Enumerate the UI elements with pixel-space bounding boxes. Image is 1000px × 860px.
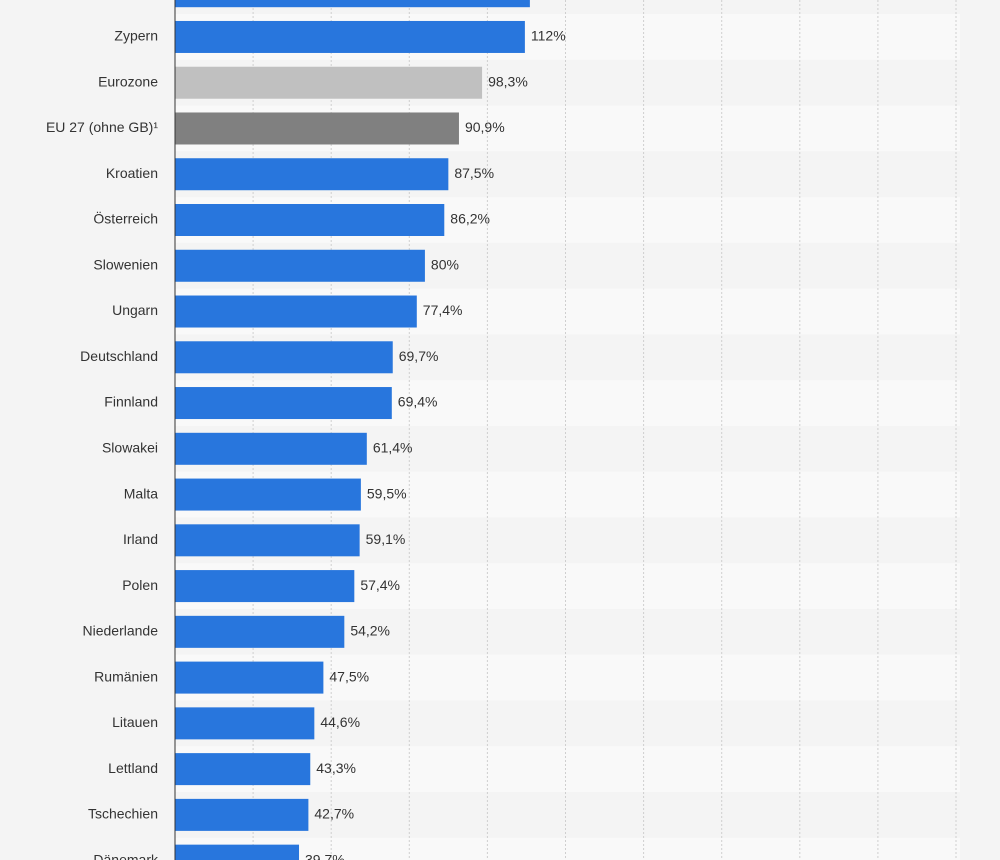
value-label: 69,4% [398, 394, 438, 410]
bar [175, 158, 449, 191]
bar [175, 524, 360, 557]
value-label: 61,4% [373, 440, 413, 456]
value-label: 69,7% [399, 348, 439, 364]
category-label: Malta [124, 485, 158, 501]
value-label: 86,2% [450, 211, 490, 227]
bar [175, 204, 445, 236]
value-label: 80% [431, 256, 459, 272]
category-label: Irland [123, 531, 158, 547]
category-label: Rumänien [94, 668, 158, 684]
value-label: 39,7% [305, 851, 345, 860]
value-label: 112% [531, 28, 566, 44]
value-label: 54,2% [350, 623, 390, 639]
bar [175, 112, 459, 145]
category-label: Slowakei [102, 440, 158, 456]
bar [175, 387, 392, 420]
bar [175, 615, 345, 648]
value-label: 47,5% [329, 668, 369, 684]
category-label: Deutschland [80, 348, 158, 364]
category-label: Polen [122, 577, 158, 593]
category-label: Ungarn [112, 302, 158, 318]
bar [175, 295, 417, 328]
value-label: 90,9% [465, 119, 505, 135]
value-label: 42,7% [314, 806, 354, 822]
category-label: Eurozone [98, 73, 158, 89]
category-label: Österreich [93, 210, 158, 227]
category-label: Slowenien [93, 256, 158, 272]
category-label: Litauen [112, 714, 158, 730]
category-label: Dänemark [93, 851, 159, 860]
bar [175, 478, 361, 511]
bar [175, 844, 300, 860]
row-band [175, 837, 960, 860]
value-label: 98,3% [488, 73, 528, 89]
bar [175, 753, 311, 786]
bar [175, 341, 393, 374]
value-label: 87,5% [454, 165, 494, 181]
category-label: Zypern [114, 28, 158, 44]
bar [175, 570, 355, 603]
bar [175, 707, 315, 740]
value-label: 43,3% [316, 760, 356, 776]
value-label: 77,4% [423, 302, 463, 318]
category-label: Kroatien [106, 165, 158, 181]
category-label: Tschechien [88, 806, 158, 822]
bar [175, 661, 324, 694]
category-label: Finnland [104, 394, 158, 410]
bar [175, 249, 425, 282]
category-label: Niederlande [83, 623, 159, 639]
bar [175, 798, 309, 831]
category-label: EU 27 (ohne GB)¹ [46, 119, 158, 135]
category-label: Lettland [108, 760, 158, 776]
value-label: 44,6% [320, 714, 360, 730]
bar [175, 432, 367, 465]
value-label: 57,4% [360, 577, 400, 593]
bar [175, 0, 530, 8]
value-label: 59,5% [367, 485, 407, 501]
value-label: 59,1% [366, 531, 406, 547]
bar [175, 20, 525, 53]
bar [175, 66, 483, 99]
